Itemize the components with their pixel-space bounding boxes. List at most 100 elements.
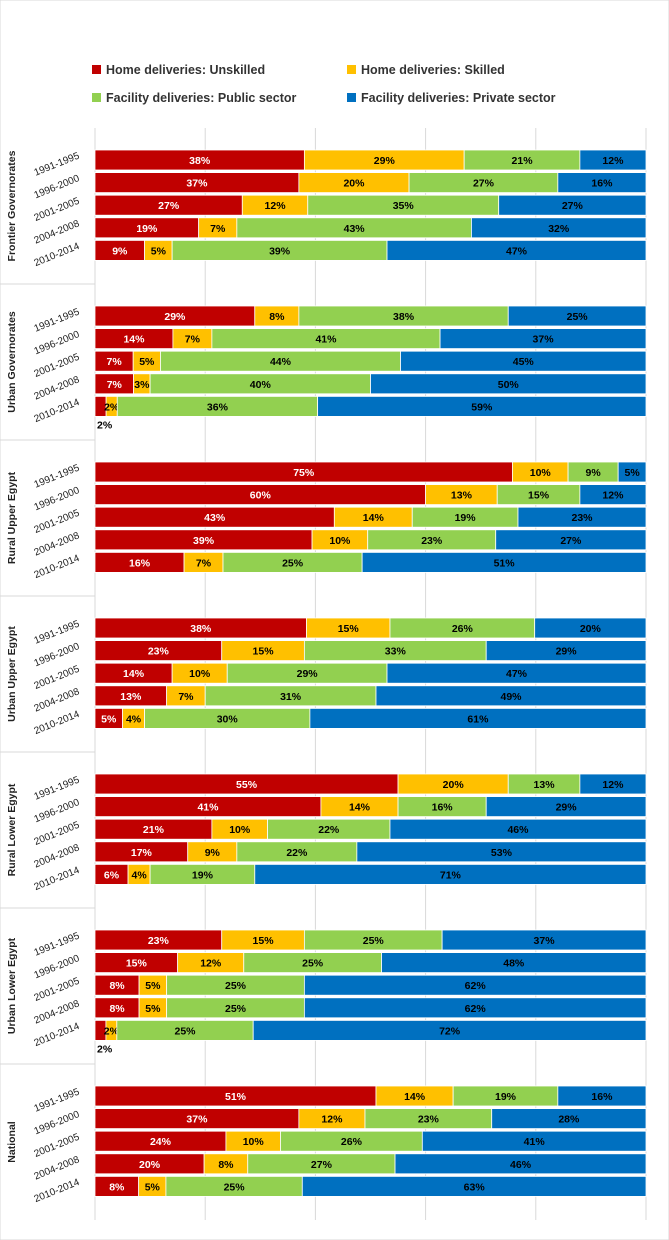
data-label: 26% (452, 623, 474, 635)
bar-segment (301, 1176, 647, 1197)
data-label: 13% (534, 779, 556, 791)
data-label: 44% (270, 356, 292, 368)
data-label: 7% (196, 557, 212, 569)
data-label: 27% (158, 200, 180, 212)
bar-segment (495, 529, 647, 551)
data-label: 31% (280, 691, 302, 703)
data-label: 72% (439, 1025, 461, 1037)
data-label: 53% (491, 847, 513, 859)
data-label: 21% (512, 155, 534, 167)
chart-groups: Frontier Governorates 1991-19951996-20002… (0, 149, 647, 1205)
data-label: 10% (189, 668, 211, 680)
bar-segment (254, 864, 647, 885)
data-label: 7% (107, 379, 123, 391)
data-label: 4% (131, 869, 147, 881)
data-label: 5% (145, 980, 161, 992)
group-urban-governorates: Urban Governorates 1991-19951996-20002001… (0, 283, 647, 431)
data-label: 41% (197, 802, 219, 814)
bar-segment (361, 552, 647, 573)
data-label: 47% (506, 245, 528, 257)
data-label-outside: 2% (97, 1043, 113, 1055)
bar-segment (309, 708, 647, 729)
data-label: 46% (507, 824, 529, 836)
data-label: 15% (253, 935, 275, 947)
data-label: 35% (393, 200, 415, 212)
data-label: 19% (455, 512, 477, 524)
data-label: 40% (250, 379, 272, 391)
data-label: 39% (269, 245, 291, 257)
data-label: 28% (558, 1114, 580, 1126)
bar-segment (421, 1130, 647, 1152)
data-label: 22% (318, 824, 340, 836)
bar-segment (356, 841, 647, 863)
legend-swatch (347, 93, 356, 102)
bar-segment (394, 1153, 647, 1175)
data-label: 51% (225, 1091, 247, 1103)
data-label: 29% (374, 155, 396, 167)
bar-segment (557, 172, 647, 194)
bar-segment (389, 818, 647, 840)
data-label: 36% (207, 401, 229, 413)
data-label: 16% (591, 178, 613, 190)
data-label: 27% (473, 178, 495, 190)
data-label: 27% (311, 1159, 333, 1171)
group-label: Urban Upper Egypt (6, 626, 18, 722)
data-label: 27% (562, 200, 584, 212)
bar-segment (579, 773, 647, 795)
data-label: 29% (556, 646, 578, 658)
data-label: 21% (143, 824, 165, 836)
data-label: 12% (200, 958, 222, 970)
data-label: 29% (297, 668, 319, 680)
data-label: 37% (186, 1114, 208, 1126)
group-label: Rural Upper Egypt (6, 471, 18, 564)
data-label: 59% (471, 401, 493, 413)
bar-segment (252, 1020, 647, 1041)
bar-segment (507, 305, 647, 327)
group-urban-lower-egypt: Urban Lower Egypt 1991-19951996-20002001-… (0, 907, 647, 1055)
data-label: 14% (363, 512, 385, 524)
data-label: 49% (500, 691, 522, 703)
data-label: 5% (101, 713, 117, 725)
legend-entry: Home deliveries: Unskilled (106, 63, 265, 77)
data-label: 61% (467, 713, 489, 725)
data-label: 25% (175, 1025, 197, 1037)
group-national: National1991-19951996-20002001-20052004-… (0, 1063, 647, 1205)
data-label: 41% (524, 1136, 546, 1148)
data-label: 25% (225, 980, 247, 992)
data-label: 60% (250, 490, 272, 502)
data-label: 29% (556, 802, 578, 814)
group-urban-upper-egypt: Urban Upper Egypt 1991-19951996-20002001-… (0, 595, 647, 737)
data-label: 10% (530, 467, 552, 479)
data-label: 8% (109, 1181, 125, 1193)
data-label: 25% (225, 1003, 247, 1015)
bar-segment (439, 328, 647, 350)
bar-segment (370, 373, 647, 395)
data-label: 50% (498, 379, 520, 391)
data-label: 71% (440, 869, 462, 881)
data-label: 2% (104, 401, 120, 413)
data-label: 13% (451, 490, 473, 502)
group-frontier-governorates: Frontier Governorates 1991-19951996-20002… (6, 149, 647, 269)
data-label: 23% (148, 646, 170, 658)
data-label: 12% (602, 779, 624, 791)
data-label: 9% (205, 847, 221, 859)
data-label: 26% (341, 1136, 363, 1148)
data-label: 15% (126, 958, 148, 970)
data-label: 13% (120, 691, 142, 703)
bar-segment (317, 395, 647, 417)
data-label: 4% (126, 713, 142, 725)
legend-entry: Facility deliveries: Private sector (361, 91, 556, 105)
data-label: 37% (533, 334, 555, 346)
data-label: 25% (224, 1181, 246, 1193)
bar-segment (381, 952, 647, 973)
group-rural-lower-egypt: Rural Lower Egypt 1991-19951996-20002001-… (0, 751, 647, 893)
legend-swatch (347, 65, 356, 74)
data-label: 7% (210, 223, 226, 235)
data-label: 5% (145, 1003, 161, 1015)
data-label: 5% (624, 467, 640, 479)
data-label: 27% (560, 535, 582, 547)
data-label: 6% (104, 869, 120, 881)
bar-segment (303, 974, 647, 996)
data-label: 15% (253, 646, 275, 658)
data-label: 16% (432, 802, 454, 814)
